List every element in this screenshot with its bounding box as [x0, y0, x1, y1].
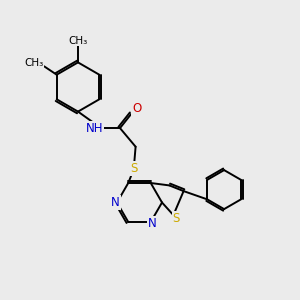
Text: O: O: [132, 102, 141, 115]
Text: N: N: [111, 196, 120, 209]
Text: S: S: [173, 212, 180, 225]
Text: S: S: [130, 162, 138, 175]
Text: CH₃: CH₃: [24, 58, 43, 68]
Text: NH: NH: [86, 122, 103, 135]
Text: N: N: [148, 217, 157, 230]
Text: CH₃: CH₃: [68, 36, 88, 46]
